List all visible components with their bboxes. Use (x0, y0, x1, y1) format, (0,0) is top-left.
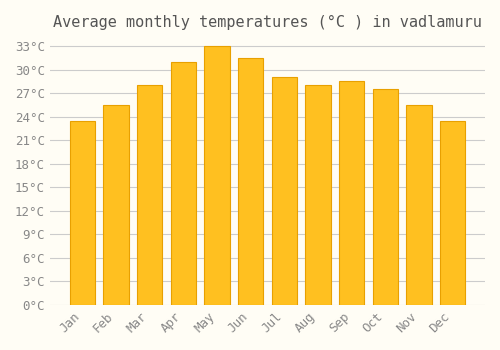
Bar (406, 105, 432, 305)
Bar (272, 77, 297, 305)
Bar (104, 105, 128, 305)
Bar (339, 81, 364, 305)
Bar (137, 85, 162, 305)
Bar (440, 120, 465, 305)
Bar (204, 46, 230, 305)
Bar (70, 120, 95, 305)
Bar (238, 58, 263, 305)
Bar (306, 85, 330, 305)
Bar (372, 89, 398, 305)
Bar (170, 62, 196, 305)
Title: Average monthly temperatures (°C ) in vadlamuru: Average monthly temperatures (°C ) in va… (53, 15, 482, 30)
